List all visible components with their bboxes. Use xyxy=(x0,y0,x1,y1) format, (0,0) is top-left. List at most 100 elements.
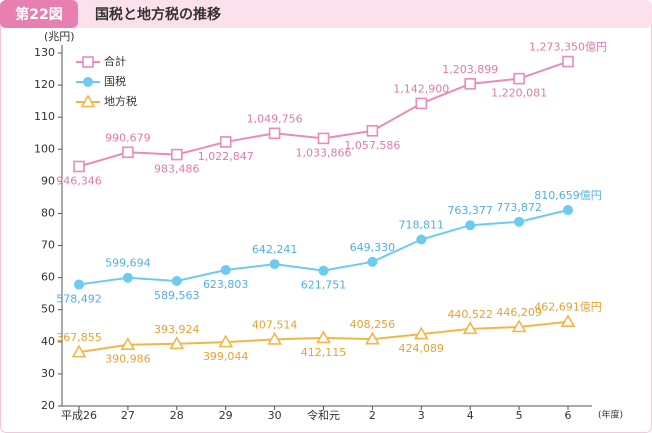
data-label: 589,563 xyxy=(154,289,200,302)
data-label: 1,033,866 xyxy=(296,146,352,159)
y-tick-label: 40 xyxy=(41,335,55,348)
data-label: 621,751 xyxy=(301,279,347,292)
data-label: 773,872 xyxy=(496,201,542,214)
x-tick-label: 29 xyxy=(219,409,233,422)
data-point xyxy=(563,205,573,216)
y-tick-label: 90 xyxy=(41,174,55,187)
data-label: 1,057,586 xyxy=(344,139,400,152)
y-tick-label: 60 xyxy=(41,271,55,284)
data-point xyxy=(169,336,185,350)
y-tick-label: 120 xyxy=(34,78,55,91)
y-tick-label: 80 xyxy=(41,206,55,219)
x-tick-label: 3 xyxy=(418,409,425,422)
data-point xyxy=(73,160,85,173)
data-point xyxy=(219,136,232,148)
data-point xyxy=(464,78,477,90)
data-label: 763,377 xyxy=(447,204,493,217)
data-label: 983,486 xyxy=(154,163,200,176)
data-point xyxy=(120,337,136,351)
x-tick-label: 30 xyxy=(268,409,282,422)
y-tick-label: 100 xyxy=(34,142,55,155)
figure-label: 第22図 xyxy=(15,6,62,23)
data-label: 367,855 xyxy=(56,331,102,344)
data-point xyxy=(74,279,84,290)
data-point xyxy=(218,334,234,348)
data-point xyxy=(316,330,331,344)
y-tick-label: 20 xyxy=(41,399,55,412)
data-point xyxy=(220,264,231,275)
y-unit: (兆円) xyxy=(44,30,75,43)
data-label: 649,330 xyxy=(350,241,396,254)
x-tick-label: 27 xyxy=(121,409,135,422)
x-tick-label: 6 xyxy=(565,409,572,422)
x-tick-label: 4 xyxy=(467,409,474,422)
chart-title: 国税と地方税の推移 xyxy=(95,6,221,23)
legend-label: 国税 xyxy=(104,74,126,88)
data-point xyxy=(122,146,134,159)
data-label: 446,209 xyxy=(496,306,542,319)
data-point xyxy=(317,132,330,145)
legend-label: 合計 xyxy=(104,54,126,68)
data-label: 1,273,350億円 xyxy=(529,41,607,54)
data-label: 1,220,081 xyxy=(491,87,547,100)
data-label: 599,694 xyxy=(105,257,151,270)
data-point xyxy=(171,275,182,286)
data-point xyxy=(416,234,427,245)
data-point xyxy=(562,55,574,68)
legend-marker xyxy=(82,56,94,68)
data-label: 1,142,900 xyxy=(393,82,449,95)
data-label: 623,803 xyxy=(203,278,249,291)
x-tick-label: 2 xyxy=(369,409,376,422)
y-tick-label: 70 xyxy=(41,239,55,252)
data-label: 408,256 xyxy=(350,318,396,331)
data-point xyxy=(367,256,378,267)
data-point xyxy=(318,265,329,276)
y-tick-label: 50 xyxy=(41,303,55,316)
data-point xyxy=(511,319,527,333)
data-label: 578,492 xyxy=(56,293,102,306)
y-tick-label: 30 xyxy=(41,367,55,380)
data-label: 393,924 xyxy=(154,323,200,336)
data-point xyxy=(267,331,282,345)
legend-marker xyxy=(80,94,96,108)
data-point xyxy=(122,272,133,283)
data-label: 810,659億円 xyxy=(534,189,602,202)
data-label: 718,811 xyxy=(399,219,445,232)
data-point xyxy=(366,124,379,137)
data-label: 424,089 xyxy=(399,342,445,355)
data-point xyxy=(462,321,478,335)
figure-label-box xyxy=(0,0,78,28)
data-label: 1,203,899 xyxy=(442,63,498,76)
data-label: 1,022,847 xyxy=(198,150,254,163)
data-label: 462,691億円 xyxy=(534,301,602,314)
y-tick-label: 110 xyxy=(34,110,55,123)
data-label: 946,346 xyxy=(56,174,102,187)
data-point xyxy=(171,148,183,161)
data-label: 642,241 xyxy=(252,243,298,256)
data-point xyxy=(268,127,281,140)
x-tick-label: 28 xyxy=(170,409,184,422)
data-label: 412,115 xyxy=(301,346,347,359)
data-point xyxy=(71,344,87,358)
data-point xyxy=(465,220,476,231)
x-tick-label: 5 xyxy=(516,409,523,422)
data-point xyxy=(560,314,576,327)
data-point xyxy=(415,97,428,110)
data-label: 399,044 xyxy=(203,350,249,363)
header-bar xyxy=(0,0,652,28)
data-label: 440,522 xyxy=(447,308,493,321)
x-unit: (年度) xyxy=(598,409,623,421)
y-tick-label: 130 xyxy=(34,46,55,59)
data-label: 1,049,756 xyxy=(247,112,303,125)
data-point xyxy=(513,72,525,85)
x-tick-label: 令和元 xyxy=(307,408,340,422)
legend-label: 地方税 xyxy=(104,94,137,108)
x-tick-label: 平成26 xyxy=(61,409,97,422)
data-point xyxy=(269,259,280,270)
data-point xyxy=(413,326,429,340)
data-label: 390,986 xyxy=(105,353,151,366)
data-label: 990,679 xyxy=(105,131,151,144)
data-point xyxy=(365,331,380,345)
data-point xyxy=(514,216,525,227)
